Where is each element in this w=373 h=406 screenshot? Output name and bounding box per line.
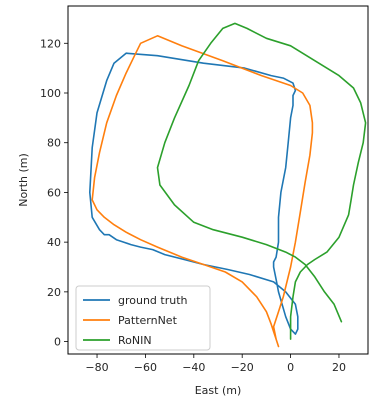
x-axis-label: East (m) bbox=[195, 384, 242, 397]
series-line-ronin bbox=[156, 22, 367, 340]
y-axis-label: North (m) bbox=[17, 153, 30, 207]
x-tick-label: 0 bbox=[287, 361, 294, 374]
y-tick-label: 120 bbox=[40, 37, 61, 50]
y-axis-ticks: 0 20 40 60 80 100 120 bbox=[40, 37, 68, 349]
legend: ground truth PatternNet RoNIN bbox=[75, 285, 211, 351]
x-tick-label: −40 bbox=[182, 361, 205, 374]
x-axis-ticks: −80 −60 −40 −20 0 20 bbox=[85, 354, 346, 374]
y-tick-label: 40 bbox=[47, 236, 61, 249]
legend-box bbox=[75, 285, 211, 351]
legend-label-patternnet: PatternNet bbox=[118, 314, 178, 327]
y-tick-label: 60 bbox=[47, 186, 61, 199]
plot-frame bbox=[67, 5, 369, 355]
x-tick-label: 20 bbox=[332, 361, 346, 374]
y-tick-label: 0 bbox=[54, 336, 61, 349]
x-tick-label: −20 bbox=[231, 361, 254, 374]
legend-label-ronin: RoNIN bbox=[118, 334, 152, 347]
y-tick-label: 80 bbox=[47, 137, 61, 150]
y-tick-label: 20 bbox=[47, 286, 61, 299]
series-layer bbox=[89, 22, 367, 348]
series-line-patternnet bbox=[91, 34, 314, 348]
y-tick-label: 100 bbox=[40, 87, 61, 100]
x-tick-label: −60 bbox=[134, 361, 157, 374]
x-tick-label: −80 bbox=[85, 361, 108, 374]
legend-label-ground-truth: ground truth bbox=[118, 294, 188, 307]
